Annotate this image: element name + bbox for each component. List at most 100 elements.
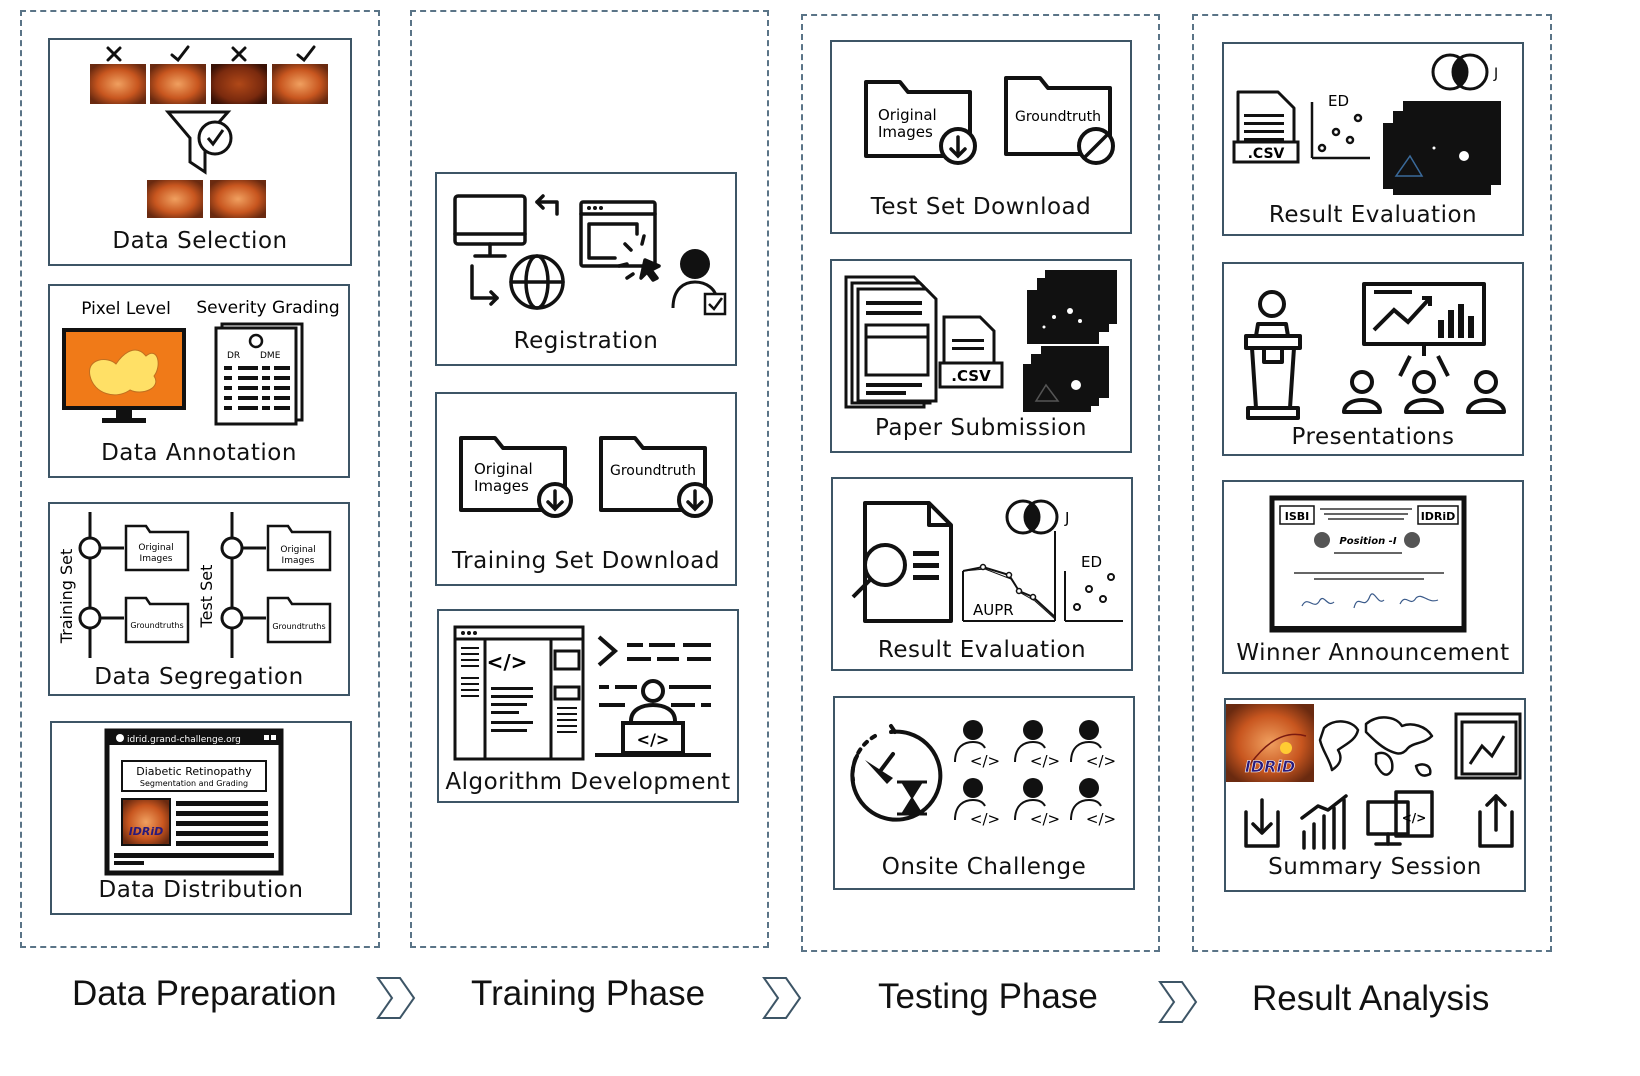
training-set-download-caption: Training Set Download: [452, 548, 720, 574]
card-result-evaluation-testing: J AUPR ED Result Evaluation: [831, 477, 1133, 671]
phase-title-data-preparation: Data Preparation: [72, 974, 337, 1013]
seg-groundtruths-label-2: Groundtruths: [272, 622, 325, 631]
data-segregation-caption: Data Segregation: [94, 664, 304, 690]
result-evaluation-analysis-illustration: J .CSV ED: [1232, 53, 1501, 195]
analysis-j-label: J: [1493, 66, 1498, 82]
chevron-right-icon: [376, 977, 416, 1019]
code-tag-left: </>: [487, 650, 528, 674]
dme-label: DME: [260, 351, 281, 361]
seg-groundtruths-label-1: Groundtruths: [130, 621, 183, 630]
card-data-annotation: Pixel Level Severity Grading DR DME Data…: [48, 284, 350, 478]
card-algorithm-development: </> </> Algorithm Development: [437, 609, 739, 803]
analysis-ed-label: ED: [1328, 92, 1349, 110]
developer-icon: </>: [954, 778, 1000, 828]
summary-session-caption: Summary Session: [1268, 854, 1482, 880]
developer-code-tag: </>: [1086, 752, 1116, 770]
column-data-preparation: [20, 10, 380, 948]
winner-announcement-illustration: ISBI IDRiD Position -I: [1269, 495, 1467, 633]
card-data-selection: Data Selection: [48, 38, 352, 266]
registration-illustration: [453, 194, 727, 316]
data-distribution-illustration: idrid.grand-challenge.org Diabetic Retin…: [104, 728, 284, 876]
phase-title-result-analysis: Result Analysis: [1252, 979, 1490, 1018]
onsite-challenge-caption: Onsite Challenge: [881, 854, 1087, 880]
column-training-phase: [410, 10, 769, 948]
developer-icon: </>: [954, 720, 1000, 770]
onsite-challenge-illustration: </> </> </> </> </> </>: [850, 720, 1116, 828]
train-original-label: Original: [474, 460, 533, 478]
test-set-label: Test Set: [197, 565, 216, 629]
presentations-caption: Presentations: [1291, 424, 1455, 450]
seg-original-label-1: Original: [138, 543, 173, 553]
developer-icon: </>: [1070, 778, 1116, 828]
developer-code-tag: </>: [1030, 810, 1060, 828]
card-data-distribution: idrid.grand-challenge.org Diabetic Retin…: [50, 721, 352, 915]
position-label: Position -I: [1339, 536, 1396, 547]
developer-code-tag: </>: [1030, 752, 1060, 770]
paper-submission-caption: Paper Submission: [874, 415, 1088, 441]
training-set-label: Training Set: [57, 549, 76, 645]
card-registration: Registration: [435, 172, 737, 366]
phase-title-testing-phase: Testing Phase: [878, 977, 1098, 1016]
column-result-analysis: [1192, 14, 1552, 952]
data-annotation-caption: Data Annotation: [101, 440, 297, 466]
chevron-right-icon: [762, 977, 802, 1019]
data-selection-illustration: [90, 45, 328, 218]
card-onsite-challenge: </> </> </> </> </> </> Onsite Challenge: [833, 696, 1135, 890]
card-presentations: Presentations: [1222, 262, 1524, 456]
card-summary-session: IDRiD </> Summary Session: [1224, 698, 1526, 892]
seg-images-label-1: Images: [140, 554, 173, 564]
test-download-illustration: Original Images Groundtruth: [864, 76, 1115, 165]
algorithm-development-caption: Algorithm Development: [445, 769, 731, 795]
developer-code-tag: </>: [970, 810, 1000, 828]
train-images-label: Images: [474, 477, 529, 495]
test-images-label: Images: [878, 123, 933, 141]
card-test-set-download: Original Images Groundtruth Test Set Dow…: [830, 40, 1132, 234]
developer-code-tag: </>: [1086, 810, 1116, 828]
column-testing-phase: [801, 14, 1160, 952]
result-evaluation-testing-illustration: J AUPR ED: [851, 499, 1123, 623]
card-training-set-download: Original Images Groundtruth Training Set…: [435, 392, 737, 586]
developer-code-tag: </>: [970, 752, 1000, 770]
distribution-heading-2: Segmentation and Grading: [140, 779, 248, 788]
distribution-logo: IDRiD: [129, 825, 164, 838]
dr-label: DR: [227, 351, 240, 361]
seg-original-label-2: Original: [280, 545, 315, 555]
train-groundtruth-label: Groundtruth: [610, 463, 696, 479]
data-selection-caption: Data Selection: [112, 228, 288, 254]
result-evaluation-testing-caption: Result Evaluation: [877, 637, 1087, 663]
distribution-heading-1: Diabetic Retinopathy: [136, 765, 252, 778]
registration-caption: Registration: [513, 328, 659, 354]
analysis-csv-label: .CSV: [1248, 146, 1285, 162]
presentations-illustration: [1244, 282, 1506, 420]
paper-csv-label: .CSV: [951, 367, 991, 385]
data-annotation-illustration: Pixel Level Severity Grading DR DME: [62, 298, 340, 426]
winner-announcement-caption: Winner Announcement: [1236, 640, 1510, 666]
testing-aupr-label: AUPR: [973, 601, 1014, 619]
card-paper-submission: .CSV Paper Submission: [830, 259, 1132, 453]
algorithm-development-illustration: </> </>: [453, 625, 711, 761]
testing-ed-label: ED: [1081, 553, 1102, 571]
training-download-illustration: Original Images Groundtruth: [459, 436, 713, 518]
isbi-label: ISBI: [1285, 510, 1310, 523]
summary-session-illustration: IDRiD </>: [1226, 704, 1522, 850]
chevron-right-icon: [1158, 981, 1198, 1023]
card-winner-announcement: ISBI IDRiD Position -I Winner Announceme…: [1222, 480, 1524, 674]
developer-icon: </>: [1014, 720, 1060, 770]
paper-submission-illustration: .CSV: [844, 270, 1117, 412]
pixel-level-label: Pixel Level: [81, 299, 171, 319]
card-data-segregation: Training Set Test Set Original Images Gr…: [48, 502, 350, 696]
seg-images-label-2: Images: [282, 556, 315, 566]
code-tag-right: </>: [637, 730, 670, 749]
idrid-cert-label: IDRiD: [1421, 510, 1456, 523]
result-evaluation-analysis-caption: Result Evaluation: [1268, 202, 1478, 228]
test-groundtruth-label: Groundtruth: [1015, 109, 1101, 125]
severity-grading-label: Severity Grading: [196, 298, 339, 318]
summary-code-tag: </>: [1402, 811, 1427, 825]
developer-icon: </>: [1014, 778, 1060, 828]
developer-icon: </>: [1070, 720, 1116, 770]
developer-icons: </> </> </> </> </> </>: [954, 720, 1116, 828]
test-set-download-caption: Test Set Download: [870, 194, 1092, 220]
test-original-label: Original: [878, 106, 937, 124]
url-label: idrid.grand-challenge.org: [127, 735, 241, 745]
data-segregation-illustration: Training Set Test Set Original Images Gr…: [57, 512, 332, 658]
